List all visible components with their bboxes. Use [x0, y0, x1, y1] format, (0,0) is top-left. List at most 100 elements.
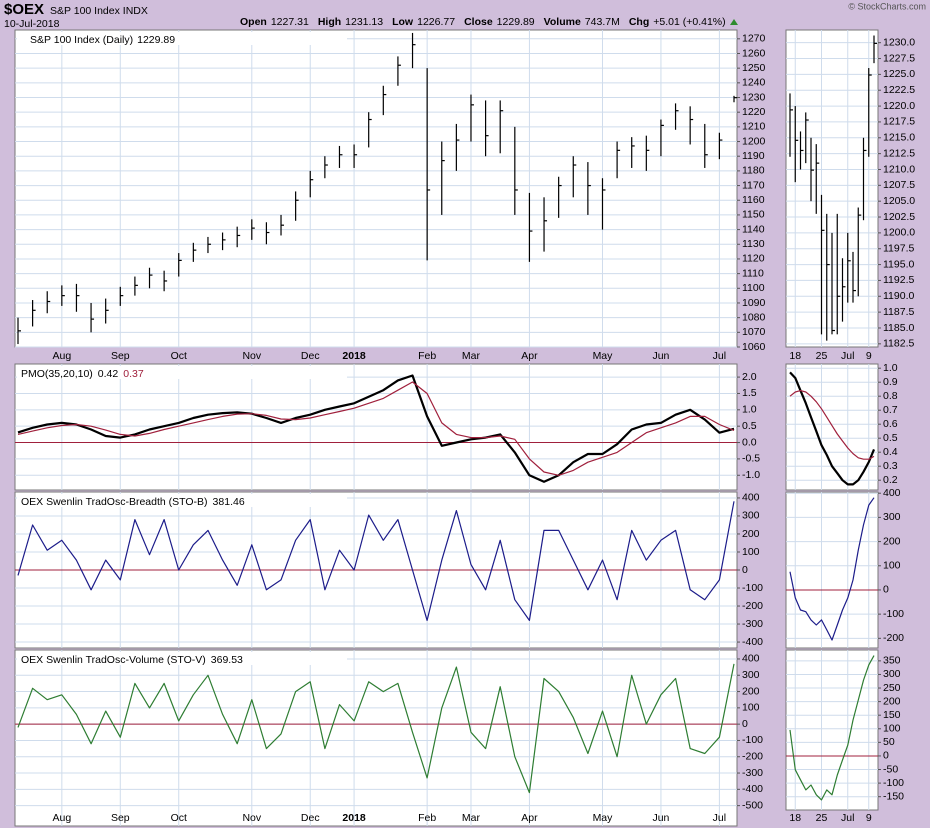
y-tick-label: 200	[742, 528, 760, 540]
y-tick-label: 1210.0	[883, 163, 915, 175]
panel	[785, 491, 879, 649]
y-tick-label: 1110	[742, 267, 764, 279]
y-tick-label: -100	[883, 608, 904, 620]
y-tick-label: 400	[742, 492, 760, 504]
series-line	[17, 663, 735, 794]
y-tick-label: 1220	[742, 106, 766, 118]
y-tick-label: -500	[742, 799, 763, 811]
y-tick-label: 0.9	[883, 376, 898, 388]
y-tick-label: 0.8	[883, 390, 898, 402]
series-line	[17, 381, 735, 476]
stat-label: Chg	[629, 16, 649, 28]
y-tick-label: -1.0	[742, 469, 760, 481]
last-value: 1229.89	[137, 34, 175, 46]
y-tick-label: 1180	[742, 165, 765, 177]
x-tick-label: Aug	[52, 350, 71, 362]
y-tick-label: 250	[883, 682, 901, 694]
y-tick-label: 300	[883, 511, 901, 523]
x-tick-label: Mar	[462, 350, 481, 362]
y-tick-label: 0.3	[883, 460, 898, 472]
last-value: 369.53	[211, 654, 243, 666]
x-tick-label: Apr	[521, 350, 538, 362]
x-tick-label: Feb	[418, 812, 436, 824]
y-tick-label: 1225.0	[883, 68, 915, 80]
y-tick-label: 1200.0	[883, 227, 915, 239]
y-tick-label: 1200	[742, 135, 766, 147]
x-tick-label: Feb	[418, 350, 436, 362]
series-line	[789, 655, 875, 801]
y-tick-label: 200	[883, 695, 901, 707]
y-tick-label: 0.6	[883, 418, 898, 430]
stat-label: Volume	[544, 16, 581, 28]
y-tick-label: -200	[742, 751, 763, 763]
y-tick-label: 1227.5	[883, 52, 915, 64]
y-tick-label: 200	[742, 685, 760, 697]
panel-title: OEX Swenlin TradOsc-Volume (STO-V) 369.53	[21, 654, 243, 666]
y-tick-label: 0	[742, 564, 748, 576]
x-tick-label: 25	[816, 350, 828, 362]
panel	[785, 363, 879, 491]
title-bg	[17, 366, 347, 379]
y-tick-label: 1210	[742, 121, 766, 133]
y-tick-label: 1150	[742, 209, 765, 221]
title-bg	[17, 32, 347, 45]
y-tick-label: 1197.5	[883, 243, 914, 255]
y-tick-label: -400	[742, 783, 763, 795]
series-line	[789, 497, 875, 641]
panel-title: OEX Swenlin TradOsc-Breadth (STO-B) 381.4…	[21, 496, 245, 508]
y-tick-label: 0.5	[742, 420, 757, 432]
stat-value: 1226.77	[417, 16, 455, 28]
x-tick-label: 18	[789, 812, 801, 824]
y-tick-label: 1205.0	[883, 195, 915, 207]
y-tick-label: 1130	[742, 238, 765, 250]
y-tick-label: -100	[742, 582, 763, 594]
x-tick-label: 25	[816, 812, 828, 824]
y-tick-label: -400	[742, 636, 763, 648]
x-tick-label: Oct	[171, 812, 187, 824]
x-tick-label: 18	[789, 350, 801, 362]
y-tick-label: 1170	[742, 179, 765, 191]
y-tick-label: 0	[883, 584, 889, 596]
y-tick-label: 1202.5	[883, 211, 915, 223]
last-value: 0.42	[98, 368, 119, 380]
y-tick-label: 1160	[742, 194, 765, 206]
title-text: OEX Swenlin TradOsc-Volume (STO-V)	[21, 654, 206, 666]
panel	[14, 649, 738, 827]
y-tick-label: 100	[883, 723, 901, 735]
y-tick-label: 0.5	[883, 432, 898, 444]
panel	[14, 29, 738, 348]
y-tick-label: 300	[742, 669, 760, 681]
y-tick-label: 1222.5	[883, 84, 915, 96]
stat-label: Close	[464, 16, 493, 28]
y-tick-label: -200	[883, 632, 904, 644]
x-tick-label: Aug	[52, 812, 71, 824]
stat-label: Open	[240, 16, 267, 28]
x-tick-label: Jul	[841, 350, 854, 362]
title-bg	[17, 494, 347, 507]
panel-title: S&P 100 Index (Daily) 1229.89	[30, 34, 175, 46]
stat-value: 743.7M	[585, 16, 620, 28]
x-tick-label: Apr	[521, 812, 538, 824]
y-tick-label: 0.4	[883, 446, 898, 458]
y-tick-label: 1.0	[742, 404, 757, 416]
y-tick-label: -300	[742, 767, 763, 779]
stat-value: 1231.13	[345, 16, 383, 28]
y-tick-label: 1230.0	[883, 36, 915, 48]
y-tick-label: 300	[883, 668, 901, 680]
stat-value: 1229.89	[497, 16, 535, 28]
y-tick-label: 1240	[742, 77, 766, 89]
y-tick-label: 1060	[742, 341, 766, 353]
x-tick-label: Nov	[242, 350, 261, 362]
x-tick-label: Jun	[652, 350, 669, 362]
x-tick-label: Mar	[462, 812, 481, 824]
y-tick-label: 200	[883, 535, 901, 547]
x-tick-label: 9	[866, 350, 872, 362]
stat-label: High	[318, 16, 341, 28]
credit: © StockCharts.com	[848, 1, 926, 11]
x-tick-label: Dec	[301, 350, 320, 362]
y-tick-label: 0.0	[742, 436, 757, 448]
y-tick-label: 1270	[742, 33, 766, 45]
last-value: 381.46	[213, 496, 245, 508]
y-tick-label: 400	[742, 653, 760, 665]
